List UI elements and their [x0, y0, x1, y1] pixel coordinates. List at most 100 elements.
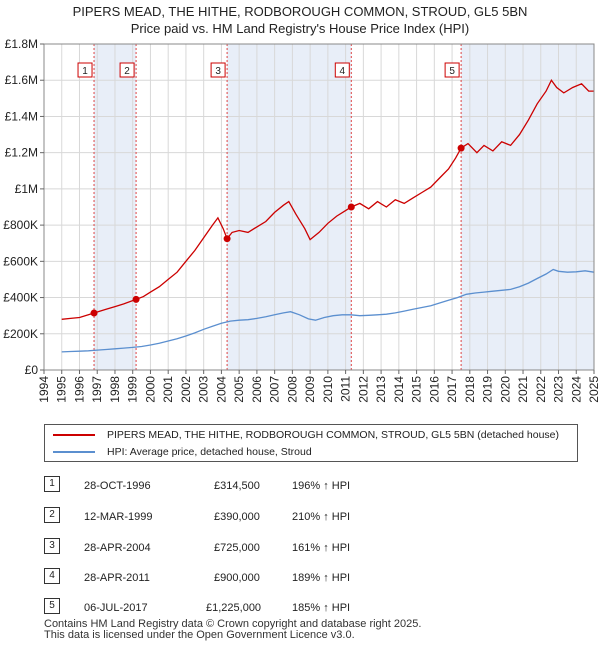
sale-hpi: 196% ↑ HPI — [292, 480, 351, 492]
sale-date: 12-MAR-1999 — [84, 511, 153, 523]
sale-price: £1,225,000 — [206, 602, 262, 614]
x-tick-label: 1997 — [90, 376, 104, 403]
sale-hpi: 161% ↑ HPI — [292, 542, 351, 554]
footer-copyright: Contains HM Land Registry data © Crown c… — [44, 618, 422, 630]
x-tick-label: 2008 — [285, 376, 299, 403]
shaded-range — [227, 44, 352, 370]
sale-date: 06-JUL-2017 — [84, 602, 148, 614]
x-tick-label: 2021 — [516, 376, 530, 403]
x-tick-label: 2024 — [569, 376, 583, 403]
sale-points — [90, 144, 465, 317]
x-tick-label: 2014 — [392, 376, 406, 403]
x-tick-label: 2022 — [534, 376, 548, 403]
sale-point — [347, 203, 355, 211]
sale-number-badge: 3 — [44, 538, 60, 554]
legend: PIPERS MEAD, THE HITHE, RODBOROUGH COMMO… — [44, 424, 578, 462]
legend-item-property: PIPERS MEAD, THE HITHE, RODBOROUGH COMMO… — [53, 427, 559, 443]
x-tick-label: 2007 — [268, 376, 282, 403]
x-tick-label: 1998 — [108, 376, 122, 403]
chart-subtitle: Price paid vs. HM Land Registry's House … — [130, 21, 470, 36]
sale-price: £390,000 — [214, 511, 260, 523]
legend-label-property: PIPERS MEAD, THE HITHE, RODBOROUGH COMMO… — [107, 429, 559, 441]
x-tick-label: 2011 — [339, 376, 353, 402]
sale-label-number: 4 — [340, 66, 346, 77]
x-tick-label: 2009 — [303, 376, 317, 403]
sale-date: 28-OCT-1996 — [84, 480, 151, 492]
sale-hpi: 210% ↑ HPI — [292, 511, 351, 523]
x-tick-label: 2005 — [232, 376, 246, 403]
sale-number-badge: 2 — [44, 507, 60, 523]
sale-number-badge: 4 — [44, 568, 60, 584]
table-row: 4 28-APR-2011 £900,000 189% ↑ HPI — [44, 568, 384, 590]
x-tick-label: 2013 — [374, 376, 388, 403]
footer-license: This data is licensed under the Open Gov… — [44, 629, 355, 641]
sale-number-badge: 1 — [44, 476, 60, 492]
y-tick-label: £800K — [3, 218, 38, 232]
sale-label-box — [77, 62, 93, 78]
y-tick-label: £400K — [3, 291, 38, 305]
shaded-range — [461, 44, 594, 370]
x-axis-ticks: 1994 1995 1996 1997 1998 1999 2000 2001 2002 2003… — [37, 370, 600, 403]
x-tick-label: 2006 — [250, 376, 264, 403]
sale-point — [132, 295, 140, 303]
legend-swatch-property — [53, 434, 95, 436]
x-tick-label: 1995 — [55, 376, 69, 403]
y-tick-label: £1.4M — [5, 109, 38, 123]
x-tick-label: 2017 — [445, 376, 459, 403]
sale-label-box — [334, 62, 350, 78]
y-tick-label: £200K — [3, 327, 38, 341]
x-tick-label: 2010 — [321, 376, 335, 403]
x-tick-label: 2012 — [356, 376, 370, 403]
sale-label-number: 3 — [215, 66, 221, 77]
sale-date: 28-APR-2004 — [84, 542, 151, 554]
plot-frame — [43, 43, 595, 371]
chart-title: PIPERS MEAD, THE HITHE, RODBOROUGH COMMO… — [72, 4, 528, 19]
x-tick-label: 1994 — [37, 376, 51, 403]
y-tick-label: £1M — [15, 182, 38, 196]
legend-swatch-hpi — [53, 451, 95, 453]
x-tick-label: 1999 — [126, 376, 140, 403]
x-tick-label: 2002 — [179, 376, 193, 403]
sale-date: 28-APR-2011 — [84, 572, 150, 584]
sale-label-box — [210, 62, 226, 78]
sale-label-box — [444, 62, 460, 78]
series-lines — [61, 78, 595, 353]
sale-hpi: 189% ↑ HPI — [292, 572, 351, 584]
legend-item-hpi: HPI: Average price, detached house, Stro… — [53, 444, 312, 460]
chart-title-block: PIPERS MEAD, THE HITHE, RODBOROUGH COMMO… — [0, 3, 600, 37]
y-axis-ticks: £0 £200K £400K £600K £800K £1M £1.2M £1.4M £1.6M… — [3, 37, 44, 377]
sale-price: £314,500 — [214, 480, 260, 492]
table-row: 2 12-MAR-1999 £390,000 210% ↑ HPI — [44, 507, 384, 529]
sale-label-box — [119, 62, 135, 78]
sale-label-number: 5 — [449, 66, 455, 77]
legend-label-hpi: HPI: Average price, detached house, Stro… — [107, 446, 312, 458]
y-tick-label: £1.2M — [5, 146, 38, 160]
x-tick-label: 1996 — [72, 376, 86, 403]
sale-point — [457, 144, 465, 152]
property-series-line — [61, 78, 594, 320]
hpi-series-line — [61, 268, 595, 353]
sale-label-number: 1 — [82, 66, 88, 77]
x-tick-label: 2015 — [410, 376, 424, 403]
x-tick-label: 2001 — [161, 376, 175, 403]
sale-number-badge: 5 — [44, 598, 60, 614]
x-tick-label: 2018 — [463, 376, 477, 403]
price-chart: 1 2 3 4 5 £0 £200K £400K £600K £800K £1M £1.2M £1.4… — [3, 37, 600, 403]
sale-price: £900,000 — [214, 572, 260, 584]
sale-point — [223, 235, 231, 243]
sale-labels: 1 2 3 4 5 — [77, 62, 460, 78]
y-tick-label: £600K — [3, 254, 38, 268]
sale-hpi: 185% ↑ HPI — [292, 602, 351, 614]
table-row: 5 06-JUL-2017 £1,225,000 185% ↑ HPI — [44, 598, 384, 620]
x-tick-label: 2025 — [587, 376, 600, 403]
x-tick-label: 2016 — [427, 376, 441, 403]
table-row: 3 28-APR-2004 £725,000 161% ↑ HPI — [44, 538, 384, 560]
y-tick-label: £1.6M — [5, 73, 38, 87]
y-tick-label: £0 — [25, 363, 39, 377]
x-tick-label: 2023 — [552, 376, 566, 403]
y-tick-label: £1.8M — [5, 37, 38, 51]
sale-price: £725,000 — [214, 542, 260, 554]
x-tick-label: 2000 — [143, 376, 157, 403]
table-row: 1 28-OCT-1996 £314,500 196% ↑ HPI — [44, 476, 384, 498]
x-tick-label: 2003 — [197, 376, 211, 403]
